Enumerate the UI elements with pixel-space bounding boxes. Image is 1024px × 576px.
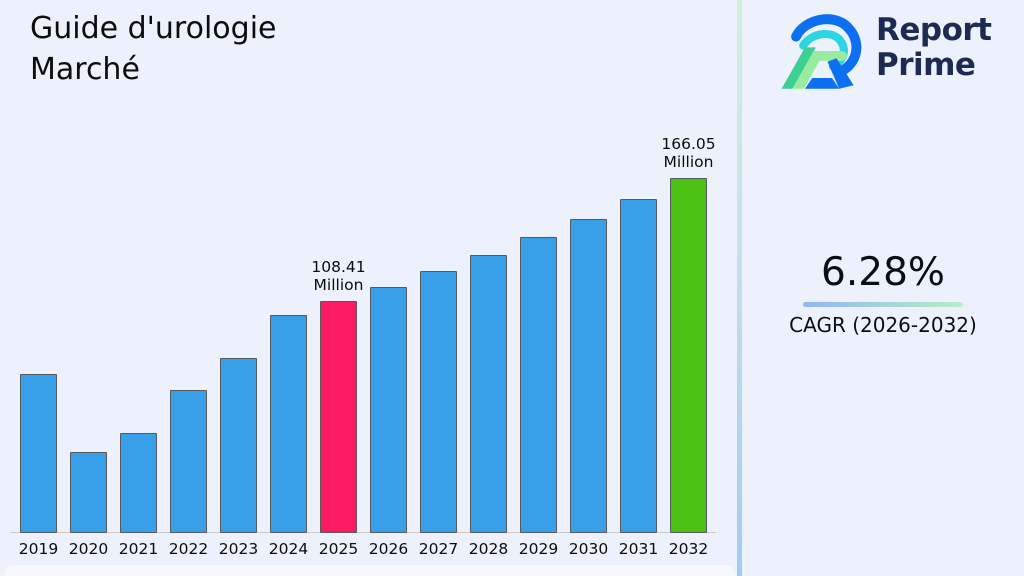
- bar-2027: [420, 271, 457, 533]
- report-prime-logo-text: Report Prime: [876, 12, 992, 84]
- bar-2029: [520, 237, 557, 533]
- bar-2031: [620, 199, 657, 533]
- x-tick-2031: 2031: [618, 540, 659, 558]
- x-tick-2029: 2029: [518, 540, 559, 558]
- x-tick-2026: 2026: [368, 540, 409, 558]
- x-tick-2025: 2025: [318, 540, 359, 558]
- bar-2023: [220, 358, 257, 533]
- bar-2024: [270, 315, 307, 533]
- x-axis-line: [10, 531, 716, 533]
- x-tick-2019: 2019: [18, 540, 59, 558]
- bar-column-2027: 2027: [419, 271, 458, 558]
- bar-2021: [120, 433, 157, 533]
- panel-divider: [737, 0, 742, 576]
- x-tick-2020: 2020: [68, 540, 109, 558]
- x-tick-2030: 2030: [568, 540, 609, 558]
- bar-2026: [370, 287, 407, 533]
- bar-column-2030: 2030: [569, 219, 608, 558]
- bottom-highlight-strip: [4, 565, 735, 576]
- bar-column-2026: 2026: [369, 287, 408, 558]
- bar-column-2024: 2024: [269, 315, 308, 558]
- bar-column-2031: 2031: [619, 199, 658, 558]
- bar-2028: [470, 255, 507, 533]
- cagr-value: 6.28%: [821, 250, 945, 295]
- bar-column-2022: 2022: [169, 390, 208, 558]
- x-tick-2022: 2022: [168, 540, 209, 558]
- bar-value-label-2025: 108.41 Million: [311, 257, 366, 295]
- logo-text-line1: Report: [876, 12, 992, 48]
- cagr-label: CAGR (2026-2032): [789, 312, 977, 337]
- report-prime-logo-icon: [781, 14, 862, 89]
- page-title-line2: Marché: [30, 52, 140, 88]
- bar-column-2025: 2025 108.41 Million: [311, 258, 365, 558]
- bar-2020: [70, 452, 107, 533]
- logo-text-line2: Prime: [876, 47, 976, 84]
- bar-column-2021: 2021: [119, 433, 158, 558]
- x-tick-2032: 2032: [668, 540, 709, 558]
- bar-chart: 2019 2020 2021 2022 2023 2024 2025 108.41 Millio…: [19, 135, 716, 558]
- bar-column-2020: 2020: [69, 452, 108, 558]
- bar-2032: [670, 178, 707, 533]
- report-prime-logo: Report Prime: [778, 6, 992, 96]
- bar-column-2032: 2032 166.05 Million: [661, 135, 715, 558]
- bar-value-label-2032: 166.05 Million: [661, 134, 716, 172]
- bar-column-2019: 2019: [19, 374, 58, 558]
- bar-2025: [320, 301, 357, 533]
- x-tick-2023: 2023: [218, 540, 259, 558]
- x-tick-2028: 2028: [468, 540, 509, 558]
- bar-column-2029: 2029: [519, 237, 558, 558]
- x-tick-2027: 2027: [418, 540, 459, 558]
- x-tick-2024: 2024: [268, 540, 309, 558]
- cagr-panel: 6.28% CAGR (2026-2032): [744, 250, 1022, 337]
- page-title-line1: Guide d'urologie: [30, 11, 277, 46]
- bar-column-2028: 2028: [469, 255, 508, 558]
- bar-2022: [170, 390, 207, 533]
- x-tick-2021: 2021: [118, 540, 159, 558]
- bar-2019: [20, 374, 57, 533]
- page-title: Guide d'urologie Marché: [30, 8, 277, 90]
- cagr-underline: [803, 302, 963, 307]
- bar-2030: [570, 219, 607, 533]
- bar-column-2023: 2023: [219, 358, 258, 558]
